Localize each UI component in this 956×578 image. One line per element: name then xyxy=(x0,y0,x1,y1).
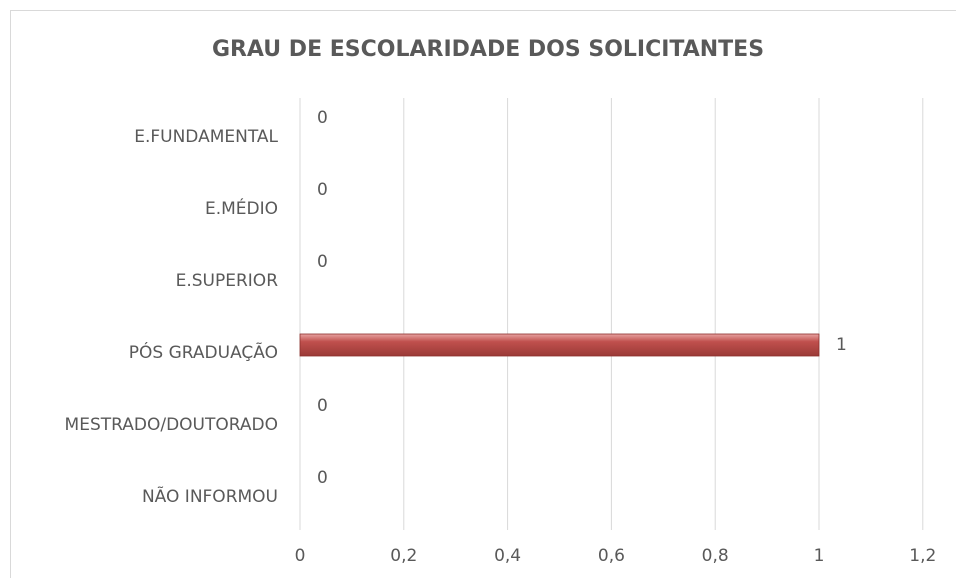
y-tick-label: PÓS GRADUAÇÃO xyxy=(129,341,278,363)
data-label: 0 xyxy=(317,180,328,200)
chart-border xyxy=(10,10,956,578)
y-tick-label: E.SUPERIOR xyxy=(176,271,279,291)
data-label: 0 xyxy=(317,468,328,488)
x-tick-label: 0,8 xyxy=(702,546,729,566)
bar xyxy=(299,333,820,357)
data-label: 0 xyxy=(317,108,328,128)
y-tick-label: NÃO INFORMOU xyxy=(142,485,278,507)
y-tick-label: E.MÉDIO xyxy=(205,197,278,219)
x-tick-label: 0,6 xyxy=(598,546,625,566)
data-label: 0 xyxy=(317,396,328,416)
data-label: 1 xyxy=(836,335,847,355)
x-tick-label: 0,2 xyxy=(390,546,417,566)
x-tick-label: 0 xyxy=(295,546,306,566)
chart-title: GRAU DE ESCOLARIDADE DOS SOLICITANTES xyxy=(212,37,764,62)
data-label: 0 xyxy=(317,252,328,272)
y-tick-label: E.FUNDAMENTAL xyxy=(134,127,278,147)
x-tick-label: 1,2 xyxy=(909,546,936,566)
x-tick-label: 1 xyxy=(814,546,825,566)
x-tick-label: 0,4 xyxy=(494,546,521,566)
y-tick-label: MESTRADO/DOUTORADO xyxy=(65,415,278,435)
